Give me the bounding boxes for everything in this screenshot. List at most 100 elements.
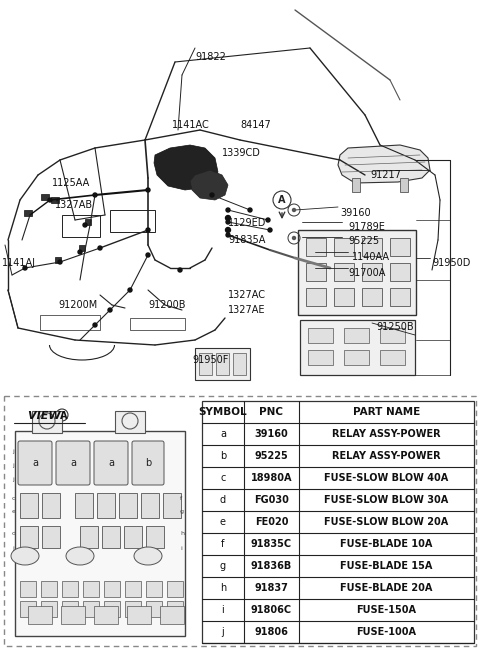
Text: i: i bbox=[180, 546, 182, 551]
Text: 1327AB: 1327AB bbox=[55, 200, 93, 210]
Bar bbox=[62, 215, 100, 237]
Text: j: j bbox=[12, 477, 14, 482]
Text: d: d bbox=[220, 495, 226, 505]
Circle shape bbox=[23, 266, 27, 270]
Bar bbox=[20, 601, 36, 617]
Bar bbox=[80, 526, 98, 548]
Bar bbox=[306, 288, 326, 306]
Circle shape bbox=[83, 223, 87, 227]
Text: h: h bbox=[180, 531, 184, 536]
Bar bbox=[125, 601, 141, 617]
Text: 95225: 95225 bbox=[254, 451, 288, 461]
Circle shape bbox=[248, 208, 252, 212]
Circle shape bbox=[226, 215, 230, 221]
Circle shape bbox=[146, 188, 150, 192]
Circle shape bbox=[266, 218, 270, 222]
Bar bbox=[362, 288, 382, 306]
Text: j: j bbox=[12, 546, 14, 551]
Bar bbox=[79, 245, 85, 251]
Bar bbox=[344, 350, 369, 365]
Text: a: a bbox=[108, 458, 114, 468]
Bar bbox=[32, 411, 62, 433]
Text: g: g bbox=[220, 561, 226, 571]
Text: 91700A: 91700A bbox=[348, 268, 385, 278]
Bar bbox=[130, 318, 185, 330]
Bar bbox=[306, 263, 326, 281]
Text: 1125AA: 1125AA bbox=[52, 178, 90, 188]
Bar bbox=[61, 606, 85, 624]
Bar bbox=[41, 601, 57, 617]
Bar bbox=[97, 493, 115, 518]
Text: a: a bbox=[32, 458, 38, 468]
Polygon shape bbox=[154, 145, 218, 190]
Bar bbox=[352, 178, 360, 192]
Text: FG030: FG030 bbox=[254, 495, 289, 505]
Circle shape bbox=[178, 268, 182, 272]
Text: SYMBOL: SYMBOL bbox=[199, 407, 247, 417]
Text: 91837: 91837 bbox=[254, 583, 288, 593]
Bar bbox=[160, 606, 184, 624]
Text: FUSE-SLOW BLOW 30A: FUSE-SLOW BLOW 30A bbox=[324, 495, 449, 505]
Text: 91250B: 91250B bbox=[376, 322, 414, 332]
Bar bbox=[42, 526, 60, 548]
Bar bbox=[24, 210, 32, 216]
Text: 91806C: 91806C bbox=[251, 605, 292, 615]
Bar bbox=[62, 601, 78, 617]
Bar bbox=[124, 526, 142, 548]
Text: 95225: 95225 bbox=[348, 236, 379, 246]
Text: d: d bbox=[12, 531, 16, 536]
Bar bbox=[115, 411, 145, 433]
FancyBboxPatch shape bbox=[132, 441, 164, 485]
Text: A: A bbox=[278, 195, 286, 205]
Bar bbox=[104, 601, 120, 617]
Text: FUSE-BLADE 20A: FUSE-BLADE 20A bbox=[340, 583, 432, 593]
Bar bbox=[334, 263, 354, 281]
Text: 39160: 39160 bbox=[340, 208, 371, 218]
Text: 1327AE: 1327AE bbox=[228, 305, 265, 315]
Bar bbox=[127, 606, 151, 624]
Text: 91789E: 91789E bbox=[348, 222, 385, 232]
Text: h: h bbox=[220, 583, 226, 593]
Circle shape bbox=[108, 308, 112, 312]
Text: RELAY ASSY-POWER: RELAY ASSY-POWER bbox=[332, 429, 441, 439]
Bar bbox=[380, 350, 405, 365]
Circle shape bbox=[93, 193, 97, 197]
Ellipse shape bbox=[11, 547, 39, 565]
Bar bbox=[334, 288, 354, 306]
Circle shape bbox=[226, 227, 230, 233]
Bar bbox=[195, 348, 250, 380]
Text: 91217: 91217 bbox=[370, 170, 401, 180]
Bar bbox=[298, 230, 416, 315]
Ellipse shape bbox=[66, 547, 94, 565]
Text: RELAY ASSY-POWER: RELAY ASSY-POWER bbox=[332, 451, 441, 461]
Bar bbox=[41, 194, 49, 200]
Text: 1327AC: 1327AC bbox=[228, 290, 266, 300]
Bar bbox=[344, 328, 369, 343]
Text: 91835A: 91835A bbox=[228, 235, 265, 245]
FancyBboxPatch shape bbox=[56, 441, 90, 485]
Bar bbox=[94, 606, 118, 624]
Text: 91200M: 91200M bbox=[58, 300, 97, 310]
Bar bbox=[146, 581, 162, 597]
Bar bbox=[28, 606, 52, 624]
Circle shape bbox=[292, 236, 296, 240]
Bar bbox=[85, 219, 91, 225]
Circle shape bbox=[226, 220, 230, 224]
Ellipse shape bbox=[134, 547, 162, 565]
Text: j: j bbox=[222, 627, 224, 637]
Bar bbox=[51, 197, 59, 203]
FancyBboxPatch shape bbox=[18, 441, 52, 485]
Circle shape bbox=[98, 246, 102, 250]
Text: FUSE-SLOW BLOW 20A: FUSE-SLOW BLOW 20A bbox=[324, 517, 449, 527]
Text: FE020: FE020 bbox=[255, 517, 288, 527]
Bar bbox=[334, 238, 354, 256]
Circle shape bbox=[48, 198, 52, 202]
Text: c: c bbox=[12, 496, 15, 501]
Bar bbox=[300, 320, 415, 375]
Text: a: a bbox=[70, 458, 76, 468]
Text: 1140AA: 1140AA bbox=[352, 252, 390, 262]
Bar bbox=[83, 601, 99, 617]
Bar bbox=[202, 401, 474, 643]
Bar bbox=[390, 288, 410, 306]
Text: 1339CD: 1339CD bbox=[222, 148, 261, 158]
